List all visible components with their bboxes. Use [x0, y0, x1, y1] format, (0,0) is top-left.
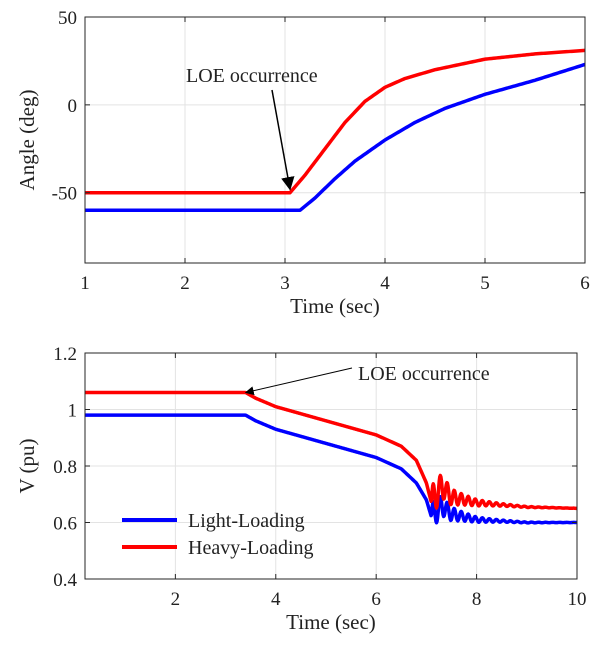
x-axis-label: Time (sec) — [290, 294, 380, 318]
x-tick-label: 3 — [280, 273, 290, 294]
y-tick-label: 0.8 — [53, 457, 77, 478]
series-line-0 — [84, 48, 586, 195]
angle-plot: 1 2 3 4 5 6 -50 0 50 Time (sec) Angle (deg) LOE occ… — [15, 8, 590, 318]
x-tick-label: 8 — [472, 589, 482, 610]
x-tick-label: 6 — [580, 273, 590, 294]
x-tick-label: 2 — [171, 589, 181, 610]
series-line-1 — [83, 390, 579, 511]
annotation-label: LOE occurrence — [186, 65, 318, 87]
y-tick-label: 0.4 — [53, 570, 77, 591]
series-line-1 — [84, 62, 586, 213]
legend-label-1: Heavy-Loading — [188, 537, 314, 559]
legend-label-0: Light-Loading — [188, 510, 305, 532]
x-axis-label: Time (sec) — [286, 610, 376, 634]
annotation-arrow — [244, 367, 353, 396]
y-tick-label: 1.2 — [53, 344, 77, 365]
x-tick-label: 4 — [271, 589, 281, 610]
x-tick-label: 5 — [480, 273, 490, 294]
y-tick-label: 50 — [58, 8, 77, 29]
y-axis-label: V (pu) — [15, 438, 39, 493]
x-tick-label: 2 — [180, 273, 190, 294]
y-tick-label: 0.6 — [53, 514, 77, 535]
series-line-0 — [83, 413, 579, 525]
x-tick-label: 6 — [371, 589, 381, 610]
voltage-plot: 2 4 6 8 10 0.4 0.6 0.8 1 1.2 Time (sec) V (pu) LOE o… — [15, 344, 587, 634]
annotation-label: LOE occurrence — [358, 363, 490, 385]
axes-frame — [84, 16, 586, 264]
x-tick-label: 10 — [568, 589, 587, 610]
y-tick-label: 1 — [68, 401, 78, 422]
y-tick-label: -50 — [52, 184, 77, 205]
y-axis-label: Angle (deg) — [15, 90, 39, 191]
y-tick-label: 0 — [68, 96, 78, 117]
annotation-arrow — [271, 89, 295, 191]
x-tick-label: 4 — [380, 273, 390, 294]
x-tick-label: 1 — [80, 273, 90, 294]
